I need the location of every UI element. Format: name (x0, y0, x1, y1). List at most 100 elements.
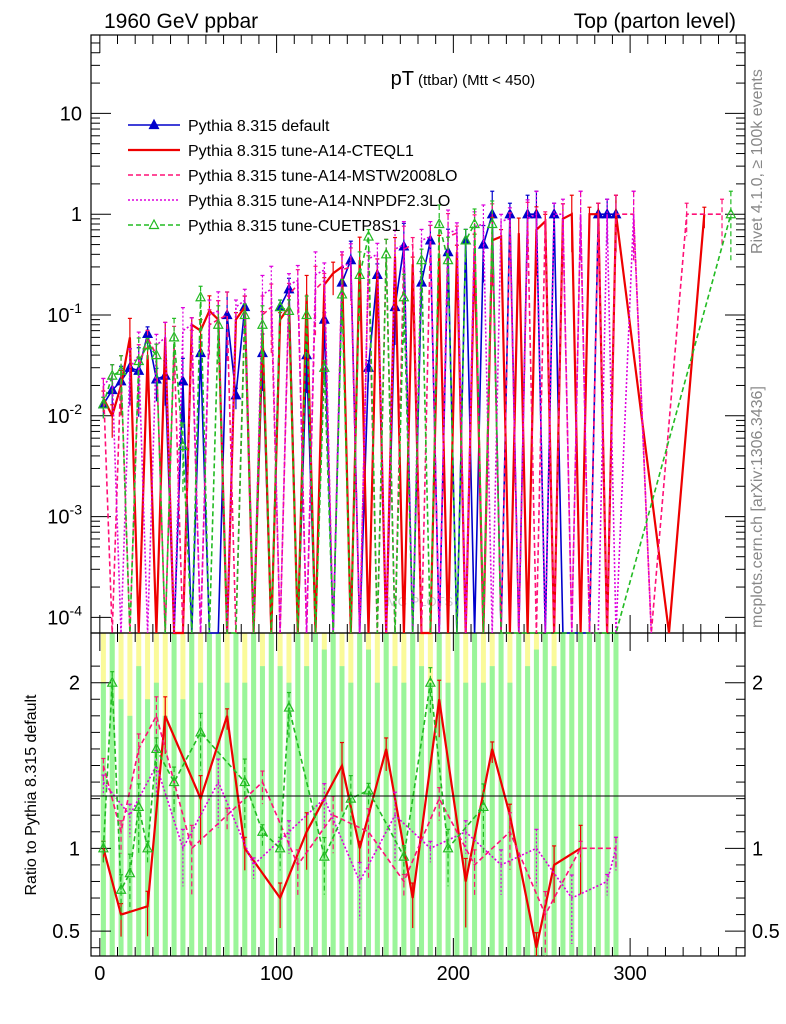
ratio-series-1-line (102, 713, 616, 917)
x-tick-label: 100 (260, 963, 293, 985)
band-stat (472, 633, 478, 956)
ratio-series-3-point (142, 840, 154, 863)
ratio-series-3-point (150, 737, 162, 771)
series-2-point (543, 211, 548, 233)
series-2-point (225, 291, 230, 362)
series-4-point (301, 295, 313, 354)
series-3-point (560, 198, 565, 245)
series-3-point (419, 228, 424, 263)
series-4-point (416, 248, 428, 283)
series-3-point (534, 190, 539, 261)
ratio-series-2-point (357, 861, 362, 920)
ratio-panel-frame (90, 632, 746, 957)
series-3-point (189, 317, 194, 339)
x-tick-label: 200 (437, 963, 470, 985)
legend-label: Pythia 8.315 tune-CUETP8S1 (188, 218, 401, 235)
ratio-series-3-point (239, 758, 251, 829)
band-stat (613, 633, 619, 956)
ratio-series-2-point (216, 758, 221, 829)
ratio-series-2-point (393, 791, 398, 862)
band-stat (454, 633, 460, 956)
band-stat (180, 699, 186, 956)
ratio-series-0-point (357, 840, 362, 863)
band-stat (569, 633, 575, 956)
series-3-point (366, 251, 371, 273)
series-1-point (331, 261, 336, 296)
ratio-series-2-point (251, 857, 256, 879)
ratio-y-tick-label-right: 0.5 (752, 921, 780, 943)
ratio-series-0-point (410, 882, 415, 929)
series-1-point (110, 404, 115, 438)
ratio-series-2-point (428, 840, 433, 863)
series-3-point (286, 273, 291, 307)
ratio-series-3-point (195, 712, 207, 771)
series-4-point (150, 343, 162, 378)
series-3-line (102, 212, 653, 634)
series-4-point (256, 305, 268, 363)
ratio-series-1-point (366, 808, 371, 878)
band-stat (109, 633, 115, 956)
band-stat (586, 633, 592, 956)
ratio-series-3-point (133, 783, 145, 853)
band-stat (268, 633, 274, 956)
plot-title-main: pT (391, 68, 414, 90)
series-4-point (115, 355, 127, 401)
ratio-series-2-point (101, 774, 106, 797)
series-3-point (348, 243, 353, 301)
band-stat (383, 633, 389, 956)
ratio-series-2-point (322, 783, 327, 829)
ratio-series-2-point (499, 849, 504, 895)
legend-entry: Pythia 8.315 tune-A14-NNPDF2.3LO (128, 193, 450, 210)
series-3-point (525, 199, 530, 257)
x-tick-label: 300 (613, 963, 646, 985)
series-3-point (552, 202, 557, 237)
band-stat (516, 633, 522, 956)
band-stat (312, 633, 318, 956)
ratio-series-0-point (242, 836, 247, 871)
legend-entry: Pythia 8.315 tune-CUETP8S1 (128, 218, 401, 235)
band-stat (498, 633, 504, 956)
ratio-series-1-point (437, 787, 442, 821)
ratio-series-2-point (534, 828, 539, 887)
ratio-series-3-point (318, 837, 330, 895)
ratio-series-2-point (605, 873, 610, 896)
ratio-series-3-point (168, 766, 180, 813)
band-stat (595, 633, 601, 956)
ratio-series-1-point (225, 807, 230, 830)
header-right: Top (parton level) (574, 10, 736, 33)
series-3-point (295, 264, 300, 311)
ratio-y-tick-label: 0.5 (52, 921, 80, 943)
ratio-series-2-line (102, 763, 617, 900)
series-3-point (322, 262, 327, 284)
band-stat (321, 649, 327, 956)
band-stat (215, 633, 221, 956)
ratio-y-tick-label: 2 (69, 673, 80, 695)
series-3-point (578, 190, 583, 261)
y-tick-label: 10-4 (47, 602, 82, 629)
series-3-point (454, 222, 459, 244)
band-stat (542, 633, 548, 956)
legend-label: Pythia 8.315 tune-A14-NNPDF2.3LO (188, 193, 450, 210)
ratio-series-0-point (490, 741, 495, 763)
ratio-series-2-point (286, 820, 291, 854)
legend-label: Pythia 8.315 tune-A14-MSTW2008LO (188, 168, 457, 185)
y-tick-label: 10 (60, 103, 82, 125)
series-3-point (180, 307, 185, 377)
ratio-series-0-point (304, 812, 309, 870)
series-4-point (442, 236, 454, 307)
series-3-point (631, 190, 636, 261)
band-stat (233, 633, 239, 956)
series-4-point (380, 238, 392, 285)
legend: Pythia 8.315 default Pythia 8.315 tune-A1… (128, 118, 457, 235)
series-4-point (318, 360, 330, 382)
series-4-point (274, 299, 286, 322)
series-3-point (605, 198, 610, 245)
ratio-series-1-point (295, 849, 300, 895)
band-stat (392, 666, 398, 956)
band-stat (304, 666, 310, 956)
ratio-series-3-point (442, 828, 454, 887)
band-stat (445, 682, 451, 956)
ratio-series-2-point (463, 820, 468, 854)
series-3-point (101, 377, 106, 400)
ratio-series-1-point (154, 696, 159, 754)
